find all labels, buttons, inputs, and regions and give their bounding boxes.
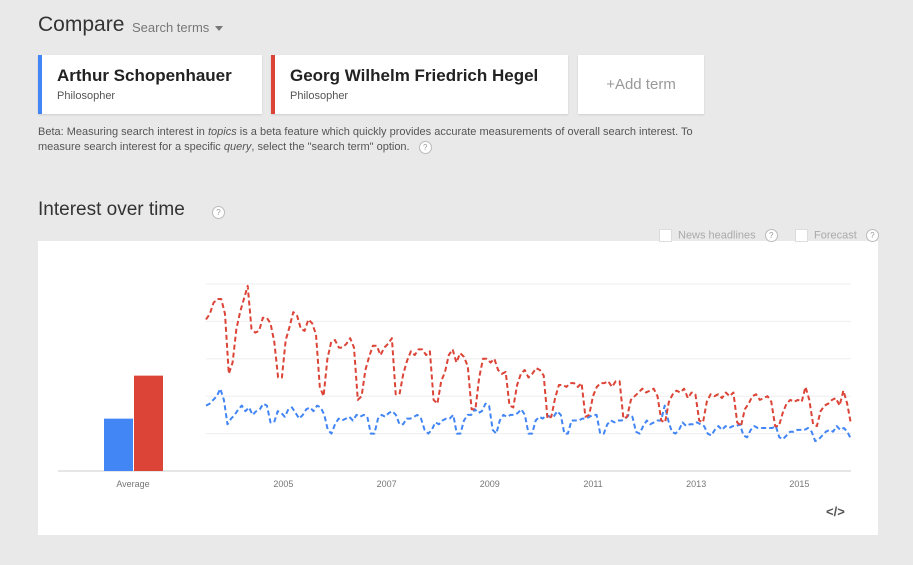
checkbox-icon[interactable] [659,229,672,242]
x-tick-label: 2009 [480,479,500,489]
help-icon[interactable]: ? [764,229,778,242]
caret-down-icon [215,26,224,32]
x-tick-label: 2015 [789,479,809,489]
term-name: Arthur Schopenhauer [57,66,232,85]
beta-note-text-3: , select the "search term" option. [251,141,410,153]
embed-icon[interactable]: </> [826,504,845,519]
term-color-bar [271,55,275,114]
series-line [205,284,852,428]
help-icon[interactable]: ? [865,229,879,242]
series-line [205,387,852,443]
x-tick-label: 2011 [583,479,602,489]
term-name: Georg Wilhelm Friedrich Hegel [290,66,539,85]
beta-note-text-2: is a beta feature which quickly provides… [38,126,693,153]
help-icon[interactable]: ? [418,140,432,154]
chart-panel [38,241,878,535]
help-icon[interactable]: ? [212,206,225,219]
plus-icon: + [606,76,615,93]
x-tick-label: 2013 [686,479,706,489]
term-type: Philosopher [290,90,349,102]
beta-note-topics: topics [207,126,237,138]
term-color-bar [38,55,42,114]
x-tick-label: 2005 [273,479,293,489]
term-card-schopenhauer[interactable]: Arthur Schopenhauer Philosopher [38,55,262,114]
page-title: Compare [38,13,125,36]
news-headlines-label: News headlines [678,229,756,242]
beta-note-query: query [223,141,252,153]
beta-note: Beta: Measuring search interest in topic… [38,125,718,155]
term-type: Philosopher [57,90,116,102]
x-tick-label: 2007 [377,479,397,489]
section-title: Interest over time [38,199,185,220]
news-headlines-toggle[interactable]: News headlines ? [659,229,778,242]
average-bar [134,375,163,471]
add-term-button[interactable]: +Add term [578,55,704,114]
average-bar [104,418,133,471]
forecast-toggle[interactable]: Forecast ? [795,229,879,242]
add-term-label: Add term [614,76,676,93]
average-label: Average [116,479,149,489]
term-card-hegel[interactable]: Georg Wilhelm Friedrich Hegel Philosophe… [271,55,568,114]
search-terms-dropdown[interactable]: Search terms [132,20,224,35]
forecast-label: Forecast [814,229,857,242]
checkbox-icon[interactable] [795,229,808,242]
search-terms-label: Search terms [132,20,210,35]
beta-note-text-1: Beta: Measuring search interest in [38,126,208,138]
